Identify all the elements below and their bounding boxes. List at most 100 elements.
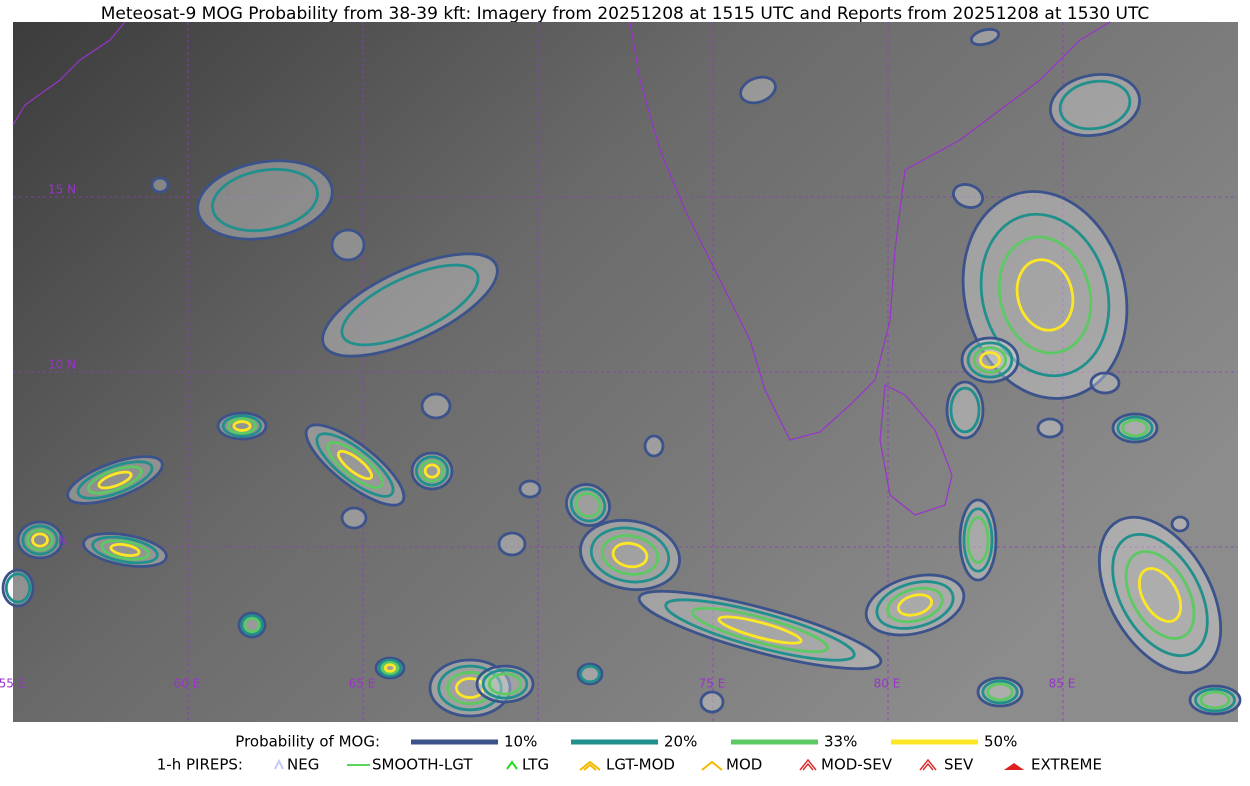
pirep-icon	[799, 758, 817, 771]
contour	[487, 672, 523, 696]
pirep-icon	[579, 760, 601, 771]
contour	[340, 263, 480, 347]
lon-label: 80 E	[874, 677, 901, 691]
contour	[979, 351, 1001, 369]
contour	[969, 27, 1001, 47]
legend-label: 10%	[504, 733, 537, 751]
pirep-label: EXTREME	[1031, 756, 1102, 774]
contour	[76, 460, 154, 500]
contour	[315, 432, 395, 498]
pirep-icon	[1004, 763, 1024, 770]
lon-label: 65 E	[349, 677, 376, 691]
contour	[232, 420, 252, 432]
lon-label: 75 E	[699, 677, 726, 691]
lat-label: 15 N	[48, 183, 76, 197]
contour	[497, 531, 527, 557]
contour	[227, 417, 257, 435]
pirep-icon	[506, 760, 518, 770]
pirep-label: LGT-MOD	[606, 756, 675, 774]
contour	[690, 606, 830, 654]
legend-title: Probability of MOG:	[235, 733, 380, 751]
contour	[21, 524, 59, 556]
contour	[569, 487, 607, 523]
coastline	[879, 384, 953, 516]
contour	[1199, 690, 1231, 710]
contour	[945, 380, 985, 440]
lat-label: N	[58, 534, 67, 548]
contour	[952, 183, 984, 209]
contour	[304, 423, 406, 507]
contour	[664, 598, 856, 662]
contour	[326, 441, 384, 489]
pirep-label: LTG	[522, 756, 549, 774]
contour	[97, 470, 133, 490]
contour	[574, 492, 602, 518]
contour	[109, 542, 141, 558]
contour	[383, 663, 397, 673]
contour	[1124, 550, 1196, 640]
contour	[1111, 532, 1209, 658]
contour	[211, 167, 319, 233]
contour	[717, 615, 803, 645]
contour	[966, 341, 1014, 379]
contour	[240, 614, 264, 636]
pirep-label: MOD	[726, 756, 762, 774]
contour	[864, 573, 966, 637]
pirep-label: NEG	[287, 756, 319, 774]
contour	[611, 541, 649, 569]
contour	[986, 682, 1014, 702]
contour	[419, 459, 445, 483]
legend: Probability of MOG: 10% 20% 33% 50% 1-h PIR…	[157, 733, 1102, 774]
contour	[340, 506, 368, 530]
contour	[1089, 371, 1121, 395]
map: 15 N 10 N N 55 E 60 E 65 E 75 E 80 E 85 …	[0, 21, 1242, 722]
contour	[600, 534, 660, 576]
contour	[150, 176, 170, 194]
pirep-icon	[274, 758, 284, 770]
lon-label: 60 E	[174, 677, 201, 691]
contour	[336, 449, 374, 481]
contour	[380, 661, 400, 676]
contour	[423, 463, 441, 479]
pirep-label: SEV	[944, 756, 974, 774]
contour	[886, 586, 944, 624]
contour	[949, 386, 981, 434]
contour	[1137, 567, 1183, 623]
contour	[87, 465, 143, 495]
contour	[981, 679, 1019, 705]
lat-label: 10 N	[48, 358, 76, 372]
contour	[91, 535, 159, 565]
contour	[1116, 415, 1154, 441]
contour	[1097, 515, 1223, 675]
contour	[958, 498, 998, 582]
contour	[966, 516, 990, 564]
contour	[414, 455, 449, 487]
contour	[589, 526, 671, 584]
lon-label: 55 E	[0, 677, 25, 691]
pirep-icon	[701, 760, 723, 771]
contour	[875, 580, 955, 630]
contour	[410, 451, 454, 491]
contour	[896, 593, 934, 617]
contour	[437, 664, 503, 712]
contour	[962, 507, 994, 573]
contour	[100, 539, 150, 561]
contour	[1058, 79, 1132, 131]
lon-label: 85 E	[1049, 677, 1076, 691]
legend-label: 20%	[664, 733, 697, 751]
coastline	[629, 21, 1111, 441]
contour	[579, 664, 601, 684]
contour	[518, 479, 542, 499]
contour	[420, 392, 452, 420]
contour	[321, 252, 499, 358]
contour	[1170, 515, 1190, 533]
legend-title: 1-h PIREPS:	[157, 756, 243, 774]
contour	[4, 572, 32, 604]
contour	[997, 235, 1093, 355]
contour	[972, 346, 1008, 374]
contour	[26, 528, 54, 552]
contour	[446, 670, 494, 706]
contour	[1036, 417, 1064, 439]
contour	[979, 212, 1111, 378]
